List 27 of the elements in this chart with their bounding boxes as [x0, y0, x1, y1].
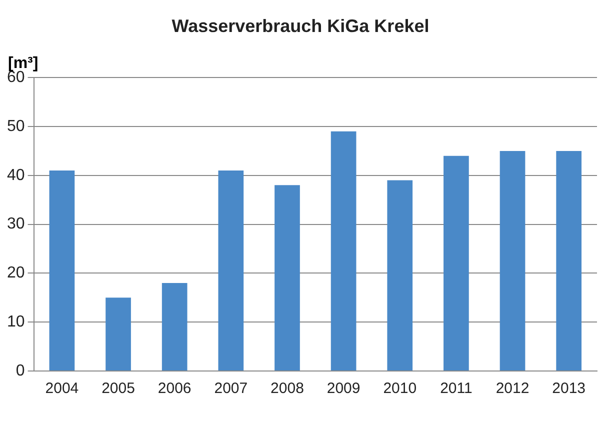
chart-title: Wasserverbrauch KiGa Krekel: [172, 16, 430, 36]
y-tick-label: 0: [16, 362, 25, 380]
bar: [387, 180, 413, 370]
x-tick-label: 2010: [383, 380, 417, 398]
x-tick-label: 2005: [102, 380, 135, 398]
bar: [106, 298, 131, 370]
y-tick-label: 10: [7, 314, 25, 331]
bar: [444, 156, 469, 370]
bar: [500, 150, 526, 370]
x-tick-label: 2007: [214, 380, 248, 398]
x-tick-label: 2013: [552, 380, 586, 398]
bar: [330, 131, 356, 370]
x-tick-label: 2004: [45, 380, 79, 398]
y-tick-label: 50: [7, 118, 25, 135]
bar: [49, 170, 75, 370]
bar: [162, 282, 188, 370]
y-tick-label: 40: [7, 166, 25, 184]
x-tick-label: 2008: [270, 380, 304, 398]
y-tick-label: 20: [7, 264, 25, 282]
x-tick-label: 2009: [326, 380, 360, 398]
x-tick-label: 2006: [158, 380, 192, 398]
x-tick-label: 2011: [440, 380, 472, 398]
y-tick-label: 30: [7, 216, 25, 233]
bar: [274, 185, 300, 370]
x-tick-label: 2012: [496, 380, 530, 398]
bar: [556, 150, 582, 370]
bar: [218, 170, 244, 370]
